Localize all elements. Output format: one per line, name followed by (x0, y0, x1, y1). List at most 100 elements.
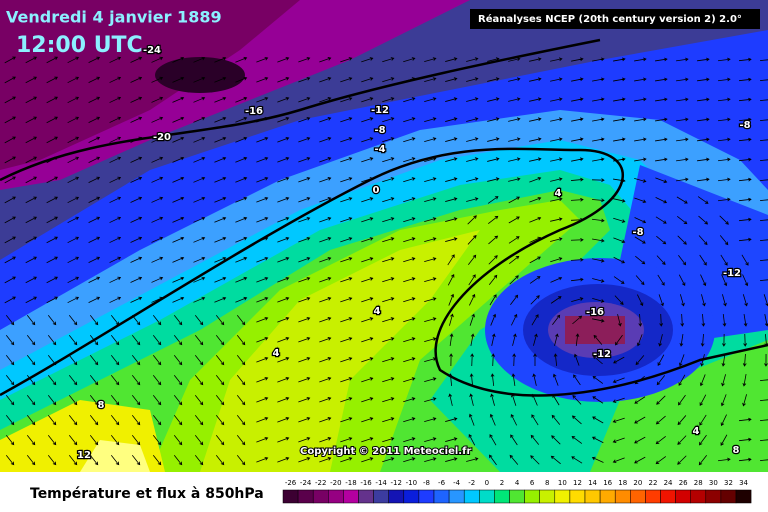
source-box (470, 9, 760, 29)
map (0, 0, 768, 472)
colorbar-label: -14 (375, 479, 387, 487)
colorbar-label: -24 (300, 479, 312, 487)
footer-title: Température et flux à 850hPa (30, 486, 264, 502)
colorbar-cell (388, 489, 405, 504)
colorbar-label: 4 (515, 479, 520, 487)
colorbar-label: 18 (618, 479, 627, 487)
contour-label: -8 (632, 227, 643, 238)
contour-label: -8 (739, 120, 750, 131)
contour-label: 8 (733, 445, 740, 456)
contour-label: -24 (143, 45, 161, 56)
contour-label: -12 (593, 349, 611, 360)
colorbar-label: 30 (709, 479, 718, 487)
colorbar-cell (569, 489, 586, 504)
colorbar-label: 6 (530, 479, 535, 487)
colorbar-label: -6 (438, 479, 446, 487)
copyright: Copyright © 2011 Meteociel.fr (300, 446, 471, 457)
zone (590, 340, 768, 472)
colorbar-cell (494, 489, 510, 504)
colorbar-label: 28 (694, 479, 703, 487)
colorbar-label: -8 (423, 479, 430, 487)
date: Vendredi 4 janvier 1889 (6, 8, 222, 27)
contour-label: 4 (693, 426, 700, 437)
contour-labels: -24 -16 -12 -20 -8 -4 0 4 -8 -8 -12 4 -16 -12 4 8 12 4 8 (76, 44, 752, 463)
contour-label: 8 (98, 400, 105, 411)
contour-line (0, 147, 768, 397)
colorbar-cell (403, 489, 420, 504)
colorbar-cell (297, 489, 314, 504)
colorbar-cell (660, 489, 676, 504)
contour-label: -16 (586, 307, 604, 318)
contour-label: -12 (371, 105, 389, 116)
low-core (565, 316, 625, 344)
colorbar-label: -4 (453, 479, 461, 487)
colorbar-label: -10 (406, 479, 417, 487)
arrow-field (4, 56, 768, 466)
colorbar-cell (282, 489, 299, 504)
colorbar-label: 24 (664, 479, 673, 487)
contours (0, 38, 768, 397)
colorbar-label: 2 (500, 479, 504, 487)
colorbar-label: 12 (573, 479, 582, 487)
contour-label: 4 (273, 348, 280, 359)
contour-label: -4 (374, 144, 385, 155)
source: Réanalyses NCEP (20th century version 2)… (478, 13, 742, 25)
colorbar: -26 -24 -22 -20 -18 -16 -14 -12 -10 -8 -6 -4 -2 0 2 4 6 8… (282, 479, 752, 504)
colorbar-cell (720, 489, 737, 504)
colorbar-label: 22 (648, 479, 657, 487)
contour-label: 4 (374, 306, 381, 317)
colorbar-cell (614, 489, 631, 504)
colorbar-cell (599, 489, 616, 504)
colorbar-cell (705, 489, 722, 504)
colorbar-cell (463, 489, 480, 504)
colorbar-cell (373, 489, 389, 504)
colorbar-cell (479, 489, 495, 504)
colorbar-cell (584, 489, 601, 504)
colorbar-label: 14 (588, 479, 597, 487)
colorbar-cell (524, 489, 540, 504)
zone (200, 230, 480, 472)
colorbar-label: -2 (468, 479, 475, 487)
colorbar-label: 32 (724, 479, 733, 487)
colorbar-cell (690, 489, 707, 504)
colorbar-cell (358, 489, 374, 504)
contour-label: 12 (77, 450, 91, 461)
colorbar-cell (675, 489, 691, 504)
colorbar-label: 34 (739, 479, 748, 487)
colorbar-label: 0 (485, 479, 489, 487)
cold-core (155, 57, 245, 93)
colorbar-cell (328, 489, 344, 504)
colorbar-cell (645, 489, 661, 504)
colorbar-cell (312, 489, 329, 504)
contour-label: -12 (723, 268, 741, 279)
cold-region (0, 0, 300, 170)
colorbar-label: 8 (545, 479, 549, 487)
colorbar-label: -26 (285, 479, 297, 487)
colorbar-label: 26 (679, 479, 688, 487)
colorbar-label: -12 (391, 479, 402, 487)
contour-line (0, 38, 601, 182)
contour-label: -20 (153, 132, 171, 143)
wind-arrows (4, 56, 768, 466)
colorbar-cell (509, 489, 525, 504)
colorbar-cell (554, 489, 571, 504)
contour-label: 4 (555, 188, 562, 199)
colorbar-cell (735, 489, 752, 504)
colorbar-label: -18 (345, 479, 356, 487)
colorbar-label: -20 (330, 479, 341, 487)
colorbar-label: -16 (360, 479, 372, 487)
contour-label: -16 (245, 106, 263, 117)
contour-label: 0 (373, 185, 380, 196)
contour-label: -8 (374, 125, 385, 136)
colorbar-cell (418, 489, 435, 504)
colorbar-cell (630, 489, 646, 504)
colorbar-label: -22 (315, 479, 326, 487)
colorbar-cell (433, 489, 450, 504)
colorbar-label: 16 (603, 479, 612, 487)
time: 12:00 UTC (16, 33, 143, 58)
colorbar-cell (448, 489, 465, 504)
colorbar-cell (343, 489, 359, 504)
colorbar-label: 20 (633, 479, 642, 487)
colorbar-label: 10 (558, 479, 567, 487)
